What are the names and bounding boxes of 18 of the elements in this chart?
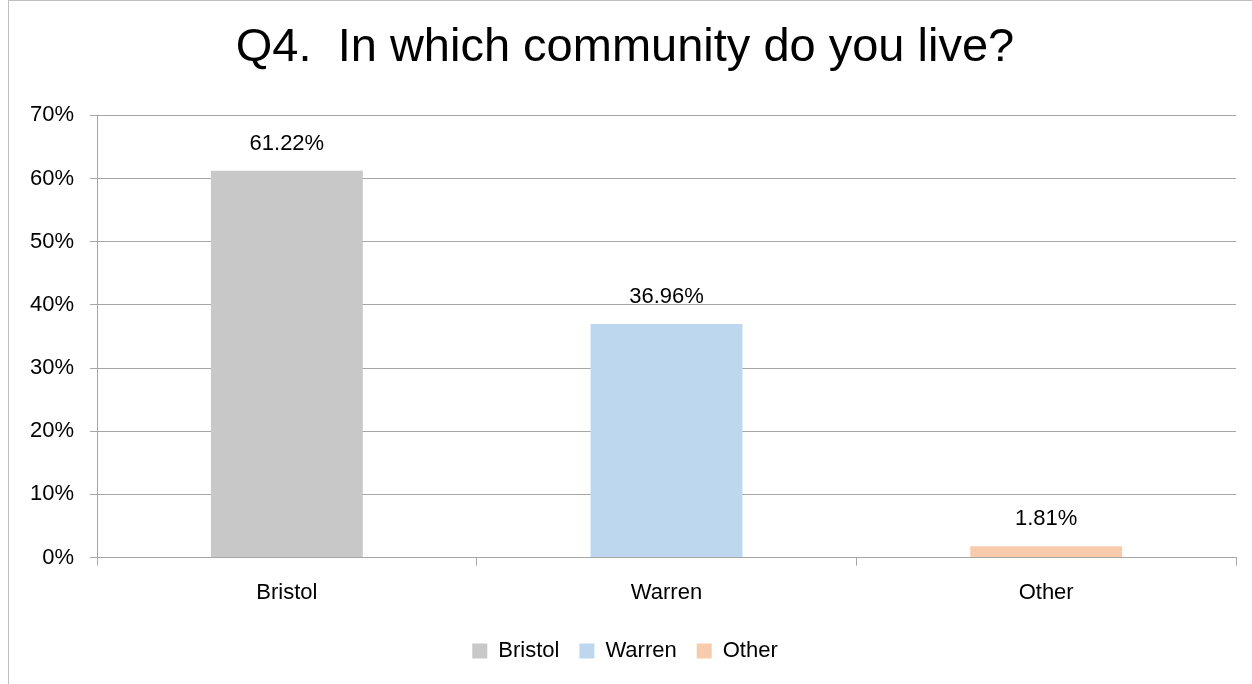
y-tick-label: 30% [29, 354, 75, 380]
x-tick-label: Warren [630, 578, 703, 604]
y-tick-label: 10% [29, 480, 75, 506]
x-tick-label: Bristol [256, 578, 318, 604]
x-tick-label: Other [1018, 578, 1074, 604]
chart-title: Q4. In which community do you live? [235, 18, 1015, 72]
y-tick-label: 60% [29, 164, 75, 190]
legend-label: Bristol [498, 637, 560, 663]
y-tick-label: 40% [29, 290, 75, 316]
y-tick-label: 20% [29, 417, 75, 443]
data-label: 36.96% [629, 283, 704, 309]
data-label: 61.22% [249, 129, 325, 155]
legend-label: Other [722, 637, 778, 663]
y-tick-label: 70% [29, 101, 75, 127]
legend-label: Warren [605, 637, 677, 663]
y-tick-label: 0% [42, 543, 75, 569]
data-label: 1.81% [1014, 505, 1078, 531]
y-tick-label: 50% [29, 227, 75, 253]
